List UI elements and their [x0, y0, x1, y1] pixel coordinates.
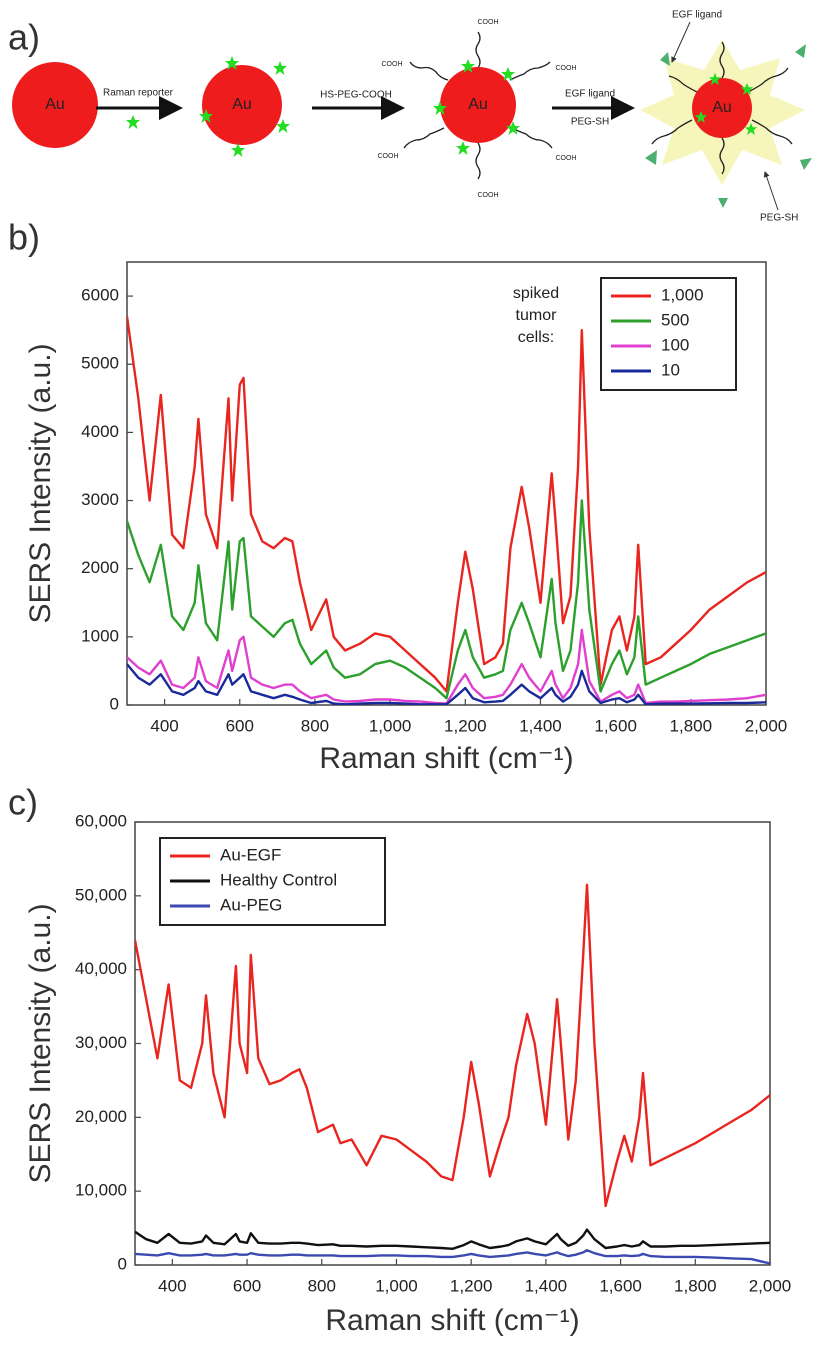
x-tick-label: 800 — [301, 716, 329, 735]
cooh-label: COOH — [478, 19, 499, 26]
series-line — [127, 628, 766, 705]
particle-label: Au — [232, 96, 252, 113]
cooh-label: COOH — [378, 153, 399, 160]
ligand — [645, 150, 657, 165]
gold-particle — [440, 67, 516, 143]
arrow-label: Raman reporter — [103, 88, 174, 99]
cooh-label: COOH — [556, 65, 577, 72]
annotation: tumor — [516, 307, 558, 324]
arrow-label: HS-PEG-COOH — [320, 90, 392, 101]
arrow-label: PEG-SH — [571, 117, 609, 128]
panel-label: a) — [8, 17, 40, 58]
x-tick-label: 800 — [308, 1276, 336, 1295]
y-tick-label: 3000 — [81, 490, 119, 509]
x-tick-label: 1,600 — [599, 1276, 642, 1295]
series-line — [127, 316, 766, 693]
plot-area — [135, 883, 770, 1265]
x-tick-label: 1,800 — [670, 716, 713, 735]
x-axis-title: Raman shift (cm⁻¹) — [325, 1304, 579, 1337]
x-tick-label: 1,000 — [375, 1276, 418, 1295]
star — [231, 143, 245, 157]
particle-label: Au — [45, 96, 65, 113]
y-tick-label: 50,000 — [75, 885, 127, 904]
gold-particle — [12, 62, 98, 148]
x-tick-label: 1,800 — [674, 1276, 717, 1295]
star — [456, 141, 470, 155]
ligand — [800, 158, 812, 170]
x-tick-label: 1,000 — [369, 716, 412, 735]
legend-label: 1,000 — [661, 285, 704, 304]
x-tick-label: 600 — [233, 1276, 261, 1295]
ligand — [718, 198, 728, 208]
panel-label: c) — [8, 782, 38, 823]
ligand — [660, 52, 670, 66]
y-tick-label: 6000 — [81, 286, 119, 305]
cooh-label: COOH — [382, 61, 403, 68]
y-tick-label: 4000 — [81, 422, 119, 441]
peg-chains — [403, 31, 553, 180]
callout-arrow — [671, 21, 691, 63]
y-axis-title: SERS Intensity (a.u.) — [24, 343, 57, 623]
y-tick-label: 10,000 — [75, 1181, 127, 1200]
panel-label: b) — [8, 217, 40, 258]
particle-label: Au — [468, 96, 488, 113]
x-tick-label: 2,000 — [745, 716, 788, 735]
arrow-label: EGF ligand — [565, 89, 615, 100]
y-tick-label: 1000 — [81, 626, 119, 645]
series-line — [135, 883, 770, 1208]
y-tick-label: 30,000 — [75, 1033, 127, 1052]
y-tick-label: 2000 — [81, 558, 119, 577]
x-tick-label: 1,200 — [444, 716, 487, 735]
diagram: a) Au Raman reporter Au HS-PEG-COOH Au C… — [8, 10, 812, 224]
x-tick-label: 400 — [150, 716, 178, 735]
y-tick-label: 0 — [118, 1254, 127, 1273]
x-tick-label: 600 — [226, 716, 254, 735]
y-tick-label: 40,000 — [75, 959, 127, 978]
cooh-label: COOH — [556, 155, 577, 162]
star — [126, 115, 140, 129]
series-line — [135, 1249, 770, 1265]
y-tick-label: 0 — [110, 694, 119, 713]
series-line — [127, 663, 766, 705]
callout: EGF ligand — [672, 10, 722, 21]
x-axis-title: Raman shift (cm⁻¹) — [319, 742, 573, 775]
series-line — [135, 1228, 770, 1250]
y-tick-label: 60,000 — [75, 811, 127, 830]
legend-label: 500 — [661, 310, 689, 329]
legend-label: Au-PEG — [220, 895, 282, 914]
y-axis-title: SERS Intensity (a.u.) — [24, 903, 57, 1183]
legend-label: 10 — [661, 360, 680, 379]
particle-label: Au — [712, 99, 732, 116]
gold-particle — [202, 65, 282, 145]
legend-label: Healthy Control — [220, 870, 337, 889]
gold-particle — [692, 78, 752, 138]
x-tick-label: 400 — [158, 1276, 186, 1295]
callout-arrow — [763, 171, 779, 211]
cooh-label: COOH — [478, 192, 499, 199]
callout: PEG-SH — [760, 213, 798, 224]
x-tick-label: 2,000 — [749, 1276, 792, 1295]
x-tick-label: 1,200 — [450, 1276, 493, 1295]
plot-area — [127, 316, 766, 705]
ligand — [795, 44, 806, 58]
y-tick-label: 5000 — [81, 354, 119, 373]
annotation: spiked — [513, 285, 559, 302]
series-line — [127, 499, 766, 700]
x-tick-label: 1,400 — [519, 716, 562, 735]
x-tick-label: 1,400 — [525, 1276, 568, 1295]
legend-label: 100 — [661, 335, 689, 354]
star — [273, 61, 287, 75]
peg-chains — [651, 41, 793, 175]
y-tick-label: 20,000 — [75, 1107, 127, 1126]
annotation: cells: — [518, 329, 554, 346]
legend-label: Au-EGF — [220, 845, 281, 864]
x-tick-label: 1,600 — [594, 716, 637, 735]
